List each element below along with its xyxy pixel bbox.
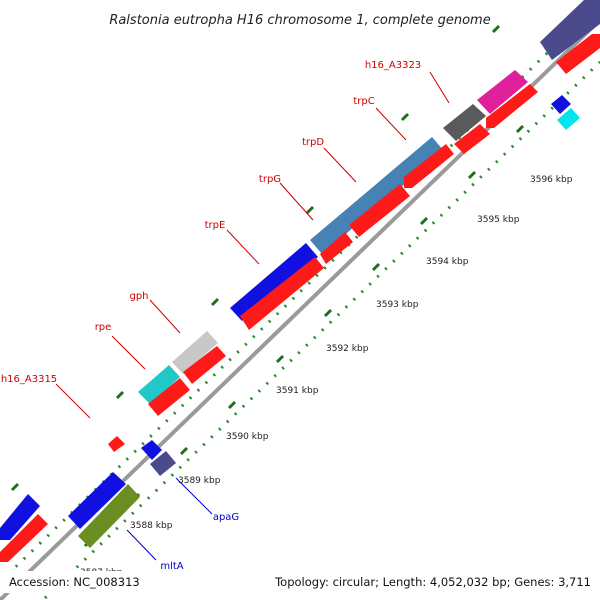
label-rpe[interactable]: rpe	[95, 322, 112, 333]
gene-block-blue-mid[interactable]	[68, 472, 126, 529]
red-arrow-9[interactable]	[148, 378, 190, 416]
gene-block-trpC-trpD[interactable]	[310, 137, 444, 254]
label-apaG[interactable]: apaG	[213, 512, 239, 523]
label-h16-a3315[interactable]: h16_A3315	[1, 374, 57, 385]
label-gph[interactable]: gph	[129, 291, 148, 302]
red-arrow-left[interactable]	[0, 514, 48, 562]
tick-marks-inner	[83, 124, 525, 548]
red-arrow-5[interactable]	[349, 184, 410, 237]
tick-label-3590: 3590 kbp	[226, 432, 269, 442]
gene-block-top-right[interactable]	[540, 0, 600, 60]
tick-label-3592: 3592 kbp	[326, 344, 369, 354]
gene-label-group-forward: apaG mltA	[126, 477, 239, 572]
label-h16-a3323[interactable]: h16_A3323	[365, 60, 421, 71]
tick-label-3594: 3594 kbp	[426, 257, 469, 267]
red-arrow-h16-a3315[interactable]	[108, 436, 125, 452]
red-arrow-3[interactable]	[454, 124, 490, 154]
gene-block-gph[interactable]	[172, 331, 218, 374]
red-arrow-2[interactable]	[486, 84, 538, 128]
label-trpD[interactable]: trpD	[302, 137, 324, 148]
tick-label-3596: 3596 kbp	[530, 175, 573, 185]
red-arrow-6[interactable]	[320, 232, 353, 264]
gene-block-olive[interactable]	[78, 484, 140, 548]
tick-label-3591: 3591 kbp	[276, 386, 319, 396]
tick-label-3593: 3593 kbp	[376, 300, 419, 310]
tick-label-3595: 3595 kbp	[477, 215, 520, 225]
label-mltA[interactable]: mltA	[160, 561, 183, 572]
tick-label-3589: 3589 kbp	[178, 476, 221, 486]
gene-block-apaG[interactable]	[150, 451, 176, 476]
tick-label-3588: 3588 kbp	[130, 521, 173, 531]
gene-label-group-reverse: h16_A3323 trpC trpD trpG trpE gph rpe h1…	[1, 60, 450, 419]
accession-text: Accession: NC_008313	[9, 575, 140, 589]
map-title: Ralstonia eutropha H16 chromosome 1, com…	[109, 13, 490, 28]
gene-block-h16-a3323[interactable]	[477, 70, 528, 114]
gene-block-dark-gray[interactable]	[443, 104, 486, 141]
gene-block-apaG-region[interactable]	[141, 440, 162, 460]
footer-background	[0, 571, 600, 593]
red-arrow-8[interactable]	[183, 346, 226, 384]
red-gene-arrows	[0, 34, 600, 562]
red-arrow-4[interactable]	[404, 144, 454, 188]
inner-dotted-track	[43, 60, 600, 600]
label-trpC[interactable]: trpC	[353, 96, 374, 107]
gene-block-small-blue-right[interactable]	[551, 95, 571, 114]
label-trpG[interactable]: trpG	[259, 174, 281, 185]
red-arrow-7[interactable]	[240, 257, 324, 330]
red-arrow-1[interactable]	[556, 34, 600, 74]
tick-marks-outer	[10, 24, 501, 492]
gene-block-rpe[interactable]	[138, 365, 180, 404]
genome-summary-text: Topology: circular; Length: 4,052,032 bp…	[274, 575, 591, 589]
gene-block-left-blue[interactable]	[0, 494, 40, 540]
gene-block-cyan-right[interactable]	[557, 108, 580, 130]
gene-block-trpE[interactable]	[230, 243, 318, 321]
label-trpE[interactable]: trpE	[205, 220, 226, 231]
